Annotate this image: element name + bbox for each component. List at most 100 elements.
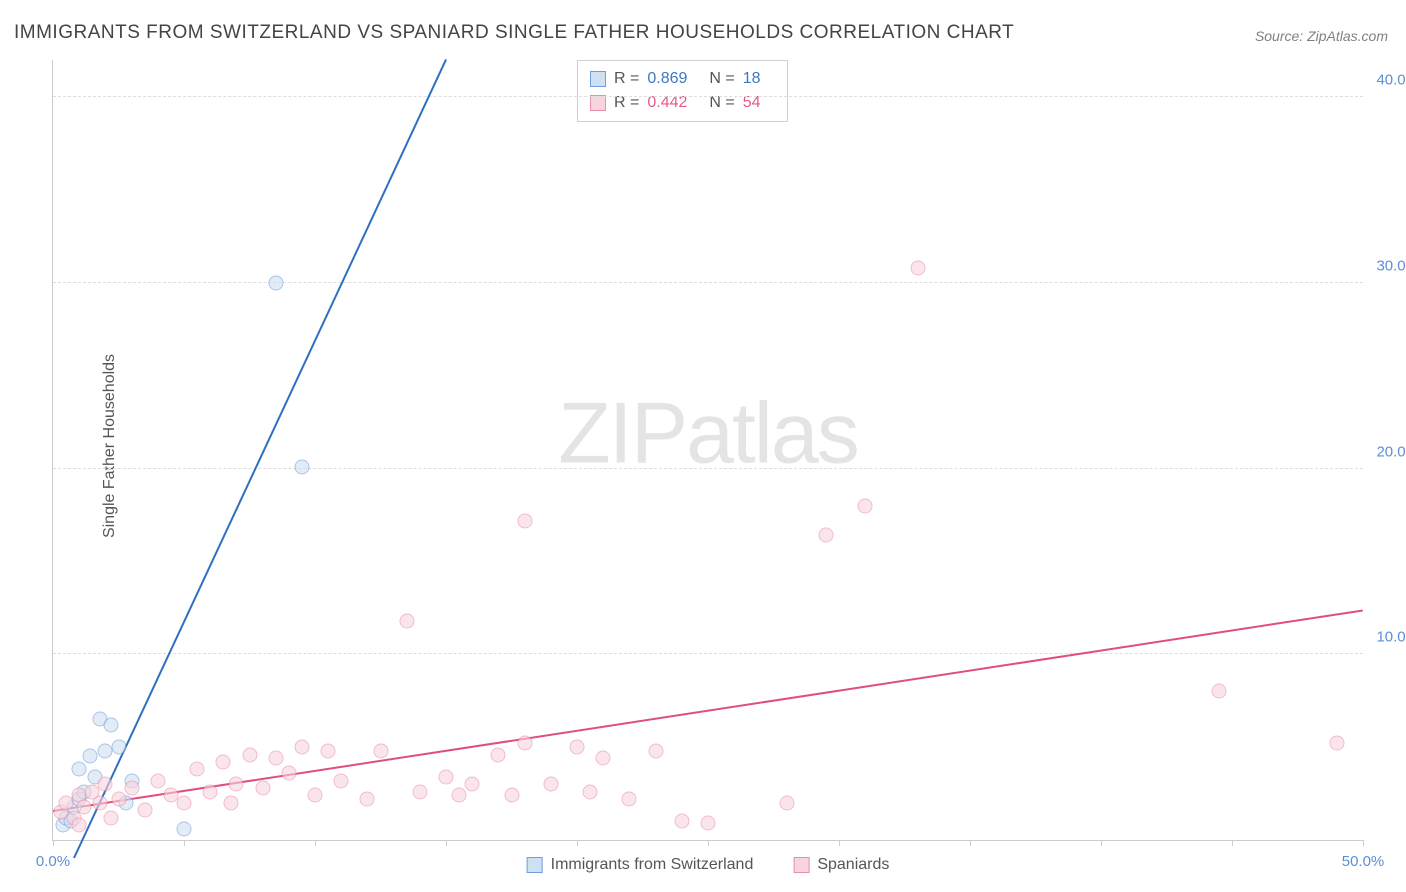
n-value-0: 18 — [743, 67, 761, 91]
n-value-1: 54 — [743, 91, 761, 115]
scatter-point — [190, 762, 205, 777]
x-tick — [1363, 840, 1364, 846]
source-attribution: Source: ZipAtlas.com — [1255, 28, 1388, 44]
y-tick-label: 30.0% — [1369, 257, 1406, 274]
scatter-point — [137, 803, 152, 818]
scatter-point — [412, 784, 427, 799]
x-tick — [970, 840, 971, 846]
scatter-point — [177, 795, 192, 810]
x-tick-label: 0.0% — [36, 853, 70, 870]
scatter-point — [779, 795, 794, 810]
scatter-point — [72, 818, 87, 833]
scatter-point — [281, 766, 296, 781]
scatter-point — [103, 810, 118, 825]
trend-line — [73, 59, 447, 858]
swatch-series-1 — [590, 95, 606, 111]
trend-line — [53, 610, 1363, 813]
x-tick — [1232, 840, 1233, 846]
scatter-point — [818, 528, 833, 543]
r-label: R = — [614, 67, 639, 91]
scatter-point — [596, 751, 611, 766]
scatter-point — [701, 816, 716, 831]
scatter-point — [465, 777, 480, 792]
scatter-point — [674, 814, 689, 829]
scatter-point — [858, 498, 873, 513]
x-tick-label: 50.0% — [1342, 853, 1385, 870]
scatter-point — [268, 751, 283, 766]
scatter-point — [124, 781, 139, 796]
scatter-point — [360, 792, 375, 807]
scatter-point — [517, 513, 532, 528]
legend-item-1: Spaniards — [793, 856, 889, 874]
scatter-point — [203, 784, 218, 799]
x-tick — [839, 840, 840, 846]
scatter-point — [491, 747, 506, 762]
y-tick-label: 20.0% — [1369, 443, 1406, 460]
scatter-point — [399, 613, 414, 628]
scatter-point — [517, 736, 532, 751]
x-tick — [315, 840, 316, 846]
scatter-point — [648, 743, 663, 758]
scatter-point — [334, 773, 349, 788]
r-value-1: 0.442 — [647, 91, 687, 115]
scatter-point — [216, 755, 231, 770]
chart-title: IMMIGRANTS FROM SWITZERLAND VS SPANIARD … — [14, 22, 1014, 44]
scatter-point — [93, 795, 108, 810]
scatter-point — [111, 792, 126, 807]
scatter-point — [570, 740, 585, 755]
n-label: N = — [709, 91, 734, 115]
y-tick-label: 40.0% — [1369, 72, 1406, 89]
scatter-point — [77, 799, 92, 814]
legend-label-0: Immigrants from Switzerland — [551, 856, 754, 874]
scatter-point — [98, 777, 113, 792]
x-tick — [446, 840, 447, 846]
legend-item-0: Immigrants from Switzerland — [527, 856, 754, 874]
scatter-point — [583, 784, 598, 799]
x-tick — [708, 840, 709, 846]
legend-swatch-1 — [793, 857, 809, 873]
scatter-point — [294, 740, 309, 755]
scatter-point — [321, 743, 336, 758]
gridline-h — [53, 282, 1363, 283]
scatter-point — [622, 792, 637, 807]
scatter-point — [543, 777, 558, 792]
x-tick — [184, 840, 185, 846]
legend-label-1: Spaniards — [817, 856, 889, 874]
scatter-point — [504, 788, 519, 803]
x-tick — [1101, 840, 1102, 846]
gridline-h — [53, 653, 1363, 654]
scatter-point — [224, 795, 239, 810]
r-value-0: 0.869 — [647, 67, 687, 91]
scatter-point — [72, 762, 87, 777]
n-label: N = — [709, 67, 734, 91]
y-tick-label: 10.0% — [1369, 629, 1406, 646]
scatter-point — [294, 459, 309, 474]
scatter-point — [82, 749, 97, 764]
x-tick — [577, 840, 578, 846]
scatter-point — [111, 740, 126, 755]
scatter-point — [452, 788, 467, 803]
stats-row-series-1: R = 0.442 N = 54 — [590, 91, 775, 115]
scatter-plot-area: ZIPatlas R = 0.869 N = 18 R = 0.442 N = … — [52, 60, 1363, 841]
scatter-point — [373, 743, 388, 758]
scatter-point — [242, 747, 257, 762]
scatter-point — [1211, 684, 1226, 699]
bottom-legend: Immigrants from Switzerland Spaniards — [527, 856, 890, 874]
watermark-text: ZIPatlas — [558, 385, 857, 484]
stats-row-series-0: R = 0.869 N = 18 — [590, 67, 775, 91]
scatter-point — [910, 261, 925, 276]
scatter-point — [177, 821, 192, 836]
x-tick — [53, 840, 54, 846]
scatter-point — [229, 777, 244, 792]
scatter-point — [255, 781, 270, 796]
r-label: R = — [614, 91, 639, 115]
swatch-series-0 — [590, 71, 606, 87]
gridline-h — [53, 96, 1363, 97]
scatter-point — [268, 275, 283, 290]
gridline-h — [53, 468, 1363, 469]
scatter-point — [1329, 736, 1344, 751]
scatter-point — [439, 769, 454, 784]
legend-swatch-0 — [527, 857, 543, 873]
correlation-stats-box: R = 0.869 N = 18 R = 0.442 N = 54 — [577, 60, 788, 122]
scatter-point — [103, 717, 118, 732]
